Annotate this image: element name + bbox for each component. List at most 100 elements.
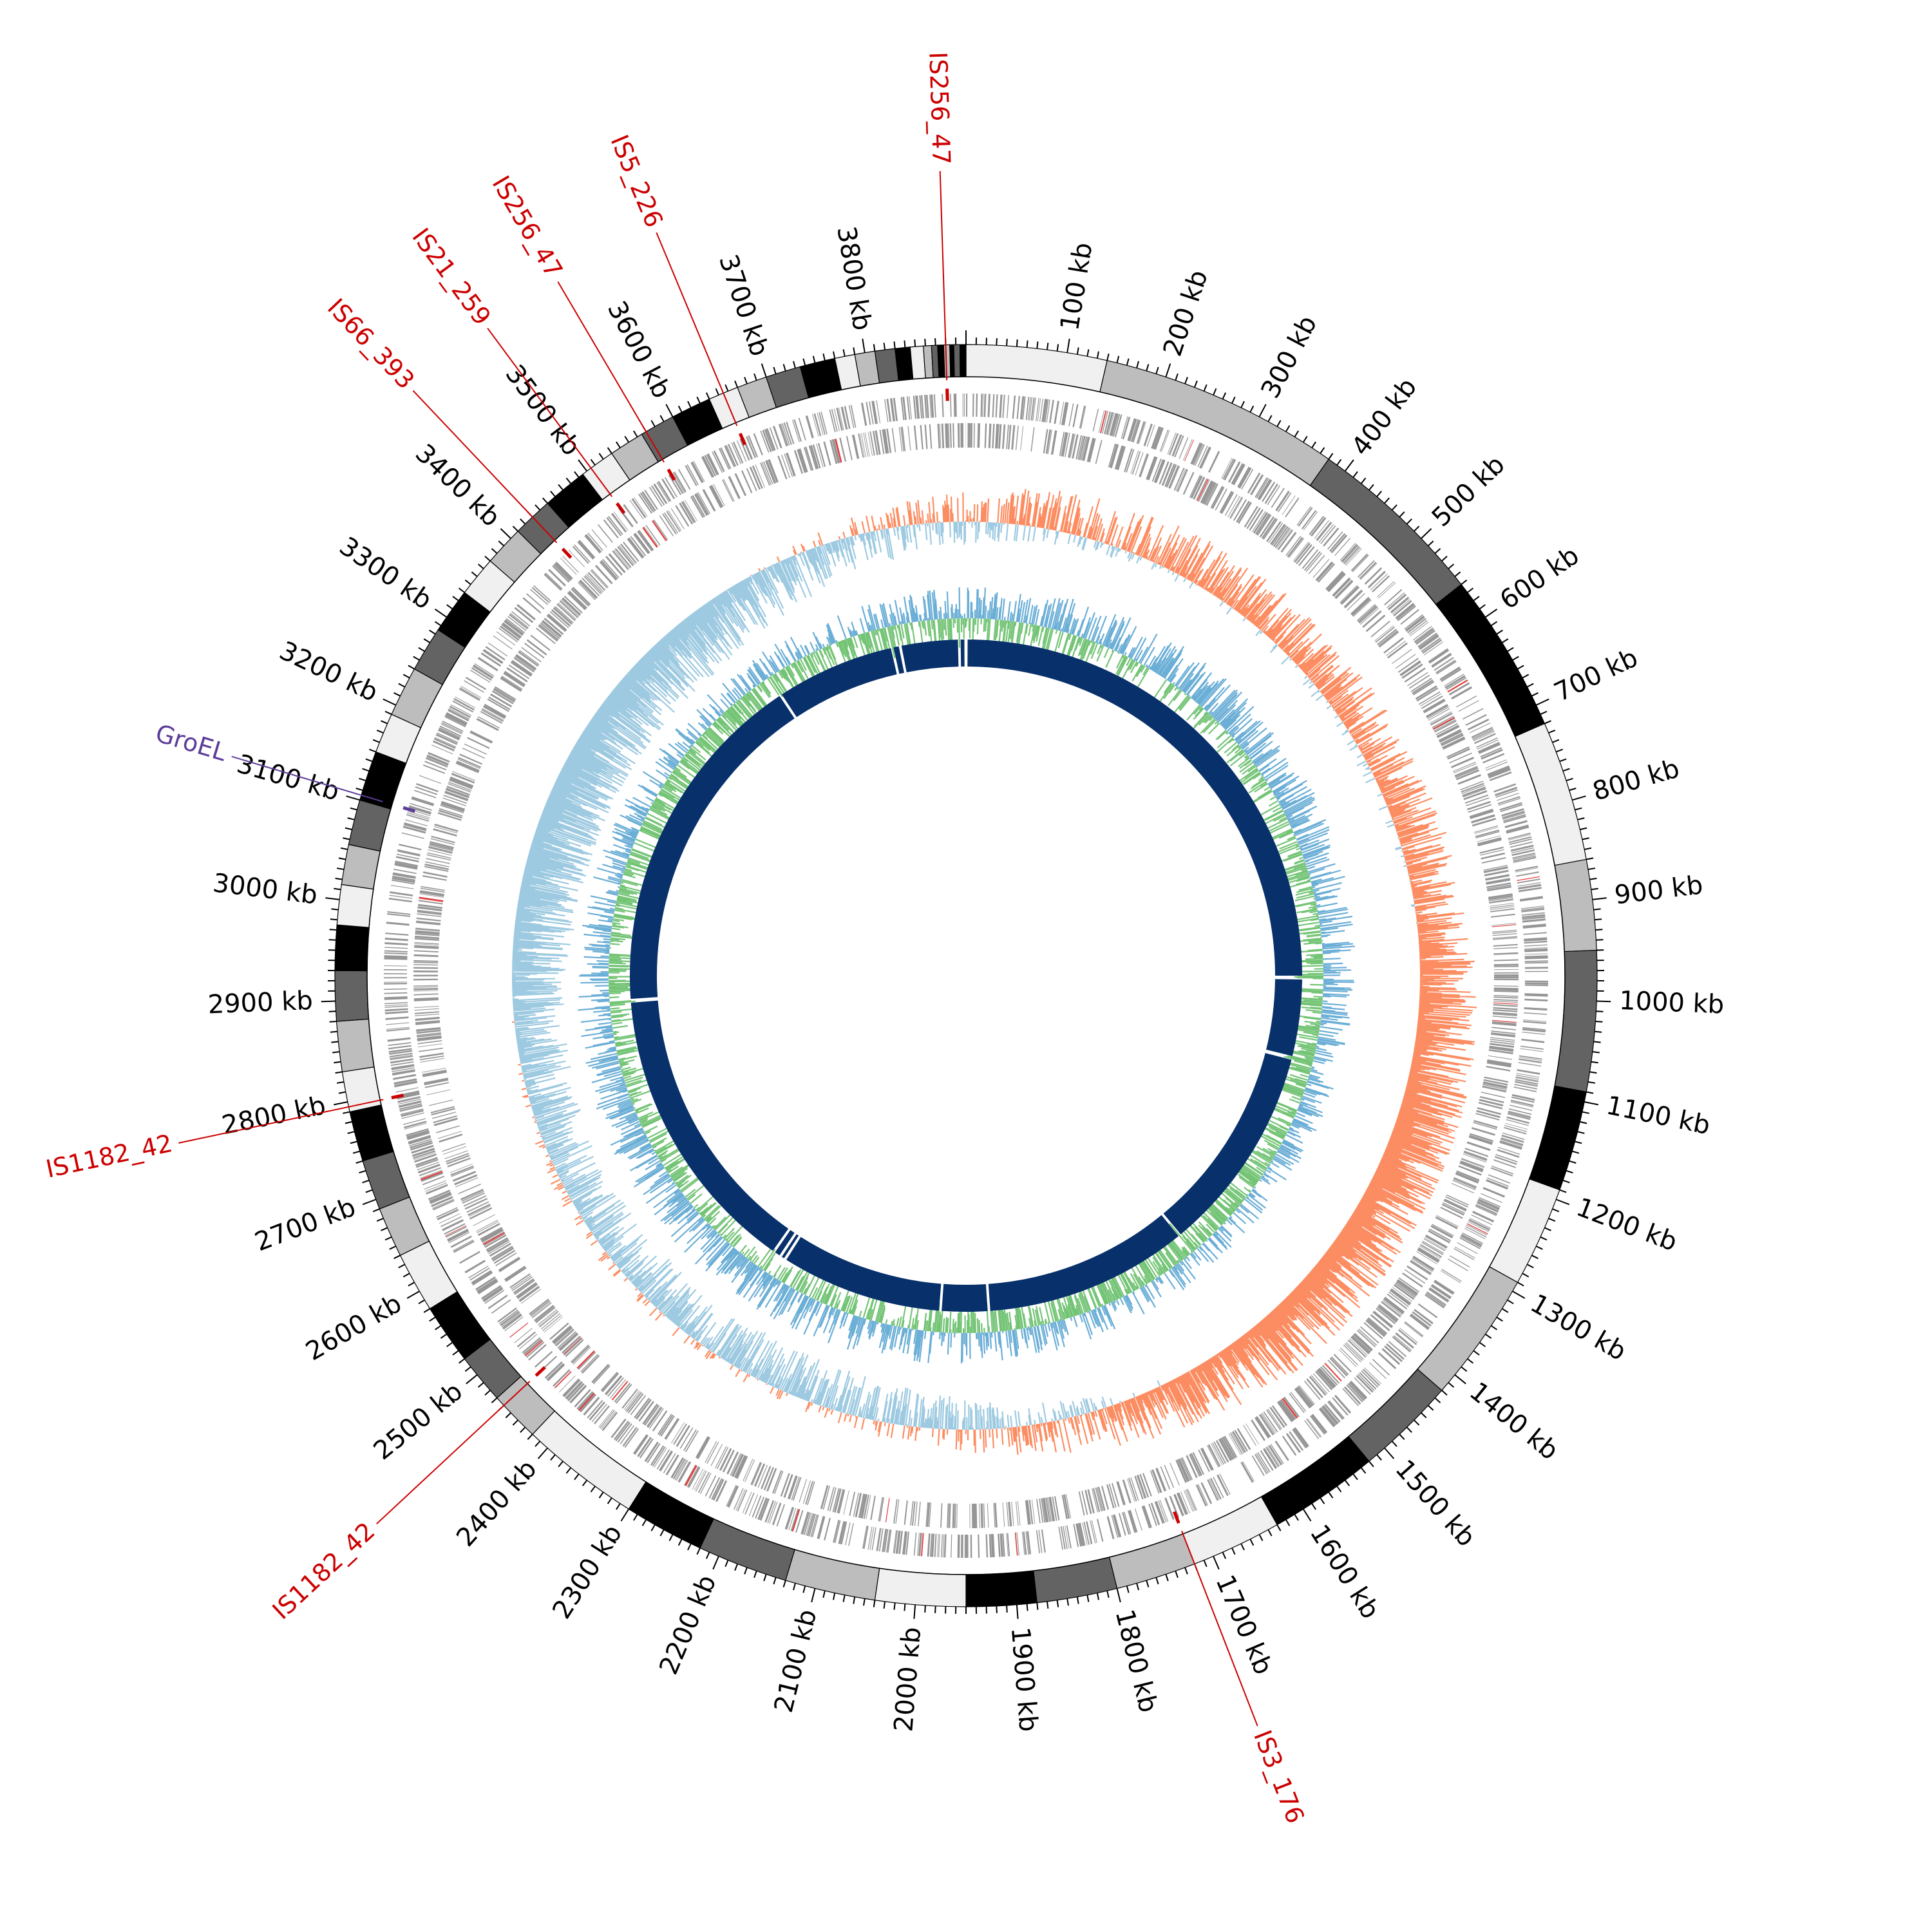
contig-segment <box>959 344 967 377</box>
tick-label: 2600 kb <box>301 1289 406 1367</box>
feature-label: IS1182_42 <box>267 1517 381 1625</box>
tick-label: 500 kb <box>1426 450 1511 533</box>
feature-label: IS256_47 <box>923 52 956 166</box>
feature-leader-line <box>412 390 558 544</box>
contig-segment <box>1529 1085 1587 1191</box>
feature-label: IS1182_42 <box>43 1129 175 1183</box>
feature-label: IS5_226 <box>605 131 668 231</box>
feature-marker <box>738 433 746 446</box>
scale-ticks-ring <box>321 330 1611 1619</box>
contig-segment <box>785 1549 880 1601</box>
contig-segment <box>965 1570 1037 1607</box>
feature-leader-line <box>557 281 665 463</box>
assembly-block <box>781 648 897 717</box>
assembly-block <box>942 1283 988 1312</box>
forward-strand-genes <box>384 393 1548 1558</box>
tick-label: 1100 kb <box>1604 1091 1712 1141</box>
contig-segment <box>348 799 392 852</box>
assembly-block <box>629 696 795 999</box>
feature-label: IS21_259 <box>406 223 497 330</box>
assembly-block <box>988 1215 1179 1311</box>
feature-leader-line <box>939 171 948 381</box>
contig-segment <box>1108 1533 1195 1589</box>
tick-label: 3700 kb <box>713 251 774 360</box>
tick-label: 100 kb <box>1055 240 1098 332</box>
contig-ideogram-ring <box>334 344 1598 1607</box>
tick-label: 2900 kb <box>207 986 314 1020</box>
gc-skew-positive-bars <box>511 521 1417 1430</box>
feature-label: IS66_393 <box>322 293 420 395</box>
tick-label: 1500 kb <box>1389 1454 1481 1553</box>
tick-label: 2300 kb <box>547 1520 628 1624</box>
contig-segment <box>334 970 370 1022</box>
gc-content-low-bars <box>578 587 1355 1364</box>
feature-label: GroEL <box>153 719 231 766</box>
contig-segment <box>336 1018 375 1073</box>
tick-label: 1300 kb <box>1526 1289 1631 1367</box>
tick-label: 1900 kb <box>1005 1626 1043 1733</box>
tick-label: 2100 kb <box>769 1607 823 1716</box>
feature-label: IS256_47 <box>487 171 569 282</box>
feature-label: IS3_176 <box>1248 1727 1310 1828</box>
assembly-block <box>775 1230 795 1256</box>
assembly-block <box>1266 979 1302 1056</box>
contig-segment <box>334 924 370 972</box>
tick-label: 3300 kb <box>334 531 437 616</box>
feature-marker <box>391 1094 404 1100</box>
contig-segment <box>953 344 961 377</box>
feature-leader-line <box>487 328 613 497</box>
tick-label: 700 kb <box>1549 643 1642 708</box>
tick-label: 600 kb <box>1495 541 1584 616</box>
feature-leader-line <box>376 1381 531 1525</box>
tick-label: 800 kb <box>1589 753 1683 806</box>
contig-segment <box>336 884 374 928</box>
assembly-block <box>781 1234 799 1258</box>
assembly-block <box>967 639 1302 976</box>
feature-marker <box>945 388 949 401</box>
tick-label: 3500 kb <box>499 359 586 461</box>
tick-label: 3100 kb <box>234 749 343 807</box>
contig-segment <box>1260 1435 1370 1526</box>
gc-content-high-bars <box>608 618 1324 1334</box>
tick-label: 1600 kb <box>1304 1520 1385 1624</box>
feature-leader-line <box>178 1099 384 1144</box>
tick-label: 2400 kb <box>451 1454 543 1553</box>
assembly-block <box>960 639 965 667</box>
feature-leader-line <box>231 755 383 802</box>
feature-marker <box>1173 1511 1180 1524</box>
gene-track-outer-border <box>366 376 1566 1575</box>
contig-segment <box>965 344 1108 393</box>
contig-segment <box>1182 1496 1278 1565</box>
tick-label: 2000 kb <box>889 1626 927 1733</box>
feature-marker <box>561 547 573 559</box>
gene-track-ring <box>366 376 1566 1575</box>
tick-label: 3200 kb <box>275 636 383 707</box>
tick-label: 900 kb <box>1613 870 1705 910</box>
contig-segment <box>909 345 926 380</box>
tick-label: 300 kb <box>1256 311 1323 403</box>
gc-content-track <box>578 587 1355 1364</box>
assembly-block <box>893 646 904 674</box>
feature-leader-line <box>656 232 738 426</box>
feature-leader-line <box>1181 1530 1258 1727</box>
assembly-block <box>630 1000 789 1251</box>
assembly-block <box>901 639 959 672</box>
tick-label: 3000 kb <box>211 868 319 910</box>
tick-label: 2200 kb <box>654 1571 722 1679</box>
scale-tick-marks <box>321 330 1611 1619</box>
feature-marker <box>535 1366 546 1377</box>
tick-label: 2800 kb <box>220 1091 328 1141</box>
tick-label: 1800 kb <box>1110 1607 1164 1716</box>
assembly-block <box>786 1236 942 1311</box>
tick-label: 3600 kb <box>601 296 677 403</box>
contig-segment <box>1554 949 1598 1093</box>
assembly-blocks-ring <box>629 639 1302 1312</box>
tick-label: 1200 kb <box>1573 1193 1681 1258</box>
tick-label: 1000 kb <box>1618 986 1725 1020</box>
contig-segment <box>1348 1368 1443 1462</box>
feature-marker <box>667 468 676 481</box>
tick-label: 3400 kb <box>410 439 506 533</box>
assembly-block <box>1163 1053 1292 1235</box>
